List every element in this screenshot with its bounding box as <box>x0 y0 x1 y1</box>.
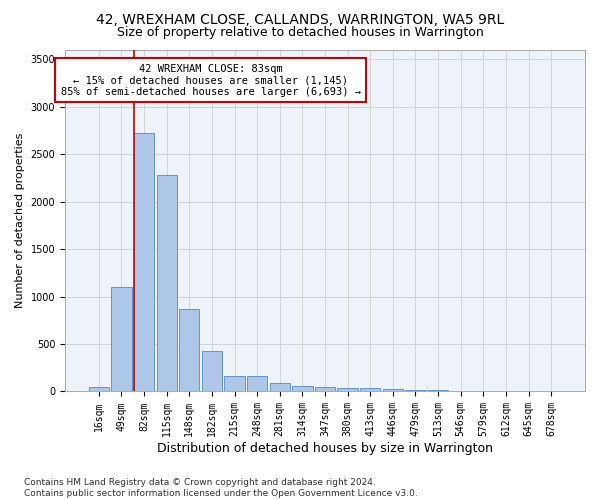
Y-axis label: Number of detached properties: Number of detached properties <box>15 133 25 308</box>
Text: 42 WREXHAM CLOSE: 83sqm
← 15% of detached houses are smaller (1,145)
85% of semi: 42 WREXHAM CLOSE: 83sqm ← 15% of detache… <box>61 64 361 97</box>
Bar <box>179 309 199 392</box>
Bar <box>360 388 380 392</box>
Bar <box>134 132 154 392</box>
Bar <box>292 386 313 392</box>
Bar <box>473 390 494 392</box>
Text: Size of property relative to detached houses in Warrington: Size of property relative to detached ho… <box>116 26 484 39</box>
Bar <box>202 350 222 392</box>
Bar <box>269 383 290 392</box>
Text: 42, WREXHAM CLOSE, CALLANDS, WARRINGTON, WA5 9RL: 42, WREXHAM CLOSE, CALLANDS, WARRINGTON,… <box>96 12 504 26</box>
Bar <box>111 287 131 392</box>
Bar <box>224 376 245 392</box>
X-axis label: Distribution of detached houses by size in Warrington: Distribution of detached houses by size … <box>157 442 493 455</box>
Bar <box>247 376 268 392</box>
Bar <box>383 389 403 392</box>
Bar <box>406 390 425 392</box>
Bar <box>451 390 471 392</box>
Bar <box>89 386 109 392</box>
Text: Contains HM Land Registry data © Crown copyright and database right 2024.
Contai: Contains HM Land Registry data © Crown c… <box>24 478 418 498</box>
Bar <box>428 390 448 392</box>
Bar <box>496 390 516 392</box>
Bar <box>315 386 335 392</box>
Bar <box>157 175 177 392</box>
Bar <box>337 388 358 392</box>
